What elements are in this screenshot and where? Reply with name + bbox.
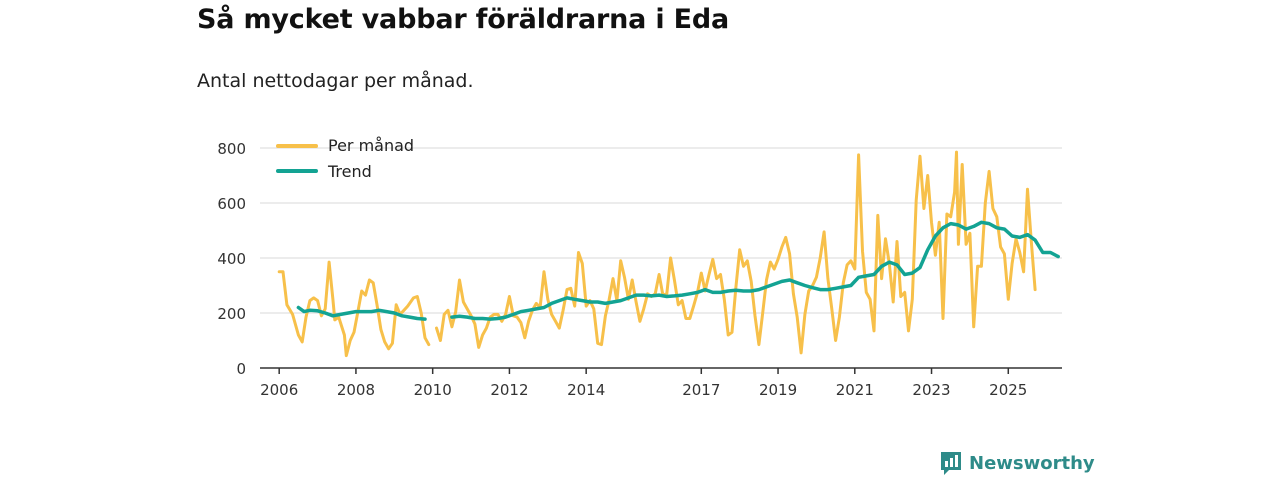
newsworthy-logo-icon xyxy=(941,452,961,475)
x-tick-label: 2025 xyxy=(989,381,1027,399)
chart-subtitle: Antal nettodagar per månad. xyxy=(197,70,474,92)
legend: Per månad Trend xyxy=(276,136,414,181)
y-tick-label: 800 xyxy=(217,140,246,158)
legend-label-per-manad: Per månad xyxy=(328,136,414,155)
series-line-trend-segment-2 xyxy=(450,220,1060,321)
newsworthy-brand[interactable]: Newsworthy xyxy=(939,450,1095,476)
legend-label-trend: Trend xyxy=(327,162,372,181)
x-axis: 2006 2008 2010 2012 2014 2017 2019 2021 2023 2025 xyxy=(260,367,1062,399)
brand-name: Newsworthy xyxy=(969,452,1095,474)
x-tick-label: 2017 xyxy=(682,381,720,399)
x-tick-label: 2014 xyxy=(567,381,605,399)
x-tick-label: 2023 xyxy=(912,381,950,399)
chart-title: Så mycket vabbar föräldrarna i Eda xyxy=(197,4,730,35)
x-tick-label: 2008 xyxy=(337,381,375,399)
y-tick-label: 200 xyxy=(217,305,246,323)
y-tick-label: 400 xyxy=(217,250,246,268)
series-layer xyxy=(277,150,1060,358)
x-tick-label: 2010 xyxy=(414,381,452,399)
x-tick-label: 2021 xyxy=(836,381,874,399)
series-line-trend-segment-1 xyxy=(296,305,427,321)
y-tick-label: 0 xyxy=(236,360,246,378)
y-tick-label: 600 xyxy=(217,195,246,213)
x-tick-label: 2006 xyxy=(260,381,298,399)
x-tick-label: 2012 xyxy=(490,381,528,399)
x-tick-label: 2019 xyxy=(759,381,797,399)
y-axis: 0 200 400 600 800 xyxy=(217,140,246,378)
series-line-per-manad-segment-2 xyxy=(435,150,1037,355)
